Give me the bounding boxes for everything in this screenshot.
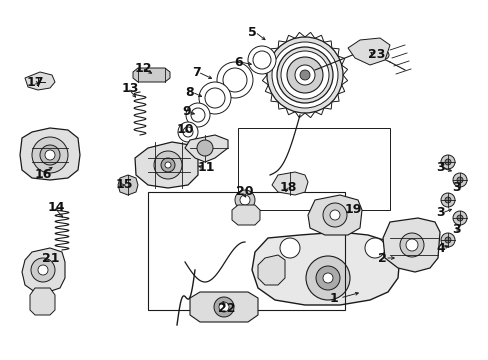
Text: 3: 3 [451, 224, 460, 237]
Polygon shape [20, 128, 80, 180]
Polygon shape [258, 255, 285, 285]
Text: 3: 3 [435, 162, 444, 175]
Polygon shape [382, 218, 439, 272]
Circle shape [440, 193, 454, 207]
Text: 14: 14 [48, 202, 65, 215]
Circle shape [266, 37, 342, 113]
Text: 1: 1 [329, 292, 338, 305]
Text: 3: 3 [435, 207, 444, 220]
Polygon shape [231, 205, 260, 225]
Circle shape [240, 195, 249, 205]
Polygon shape [118, 175, 138, 195]
Circle shape [315, 266, 339, 290]
Text: 4: 4 [435, 242, 444, 255]
Circle shape [31, 258, 55, 282]
Polygon shape [133, 68, 170, 82]
Circle shape [399, 233, 423, 257]
Circle shape [247, 46, 275, 74]
Circle shape [276, 47, 332, 103]
Text: 3: 3 [451, 181, 460, 194]
Text: 17: 17 [27, 76, 44, 89]
Text: 15: 15 [116, 179, 133, 192]
Text: 6: 6 [234, 55, 242, 68]
Polygon shape [251, 232, 399, 305]
Text: 2: 2 [377, 252, 386, 265]
Text: 8: 8 [184, 85, 193, 99]
Text: 21: 21 [42, 252, 60, 265]
Circle shape [235, 190, 254, 210]
Circle shape [197, 140, 213, 156]
Circle shape [305, 256, 349, 300]
Text: 16: 16 [35, 168, 52, 181]
Polygon shape [30, 288, 55, 315]
Circle shape [444, 159, 450, 165]
Circle shape [38, 265, 48, 275]
Circle shape [271, 42, 337, 108]
Text: 23: 23 [367, 49, 385, 62]
Polygon shape [190, 292, 258, 322]
Circle shape [323, 203, 346, 227]
Text: 19: 19 [345, 203, 362, 216]
Circle shape [329, 210, 339, 220]
Text: 9: 9 [182, 105, 190, 118]
Polygon shape [271, 172, 307, 195]
Polygon shape [184, 135, 227, 162]
Circle shape [286, 57, 323, 93]
Polygon shape [347, 38, 389, 65]
Circle shape [217, 62, 252, 98]
Circle shape [161, 158, 175, 172]
Circle shape [323, 273, 332, 283]
Circle shape [380, 51, 388, 59]
Polygon shape [135, 142, 198, 188]
Polygon shape [22, 248, 65, 292]
Text: 5: 5 [247, 26, 256, 39]
Text: 13: 13 [122, 81, 139, 94]
Circle shape [45, 150, 55, 160]
Circle shape [456, 215, 462, 221]
Circle shape [178, 122, 198, 142]
Circle shape [452, 211, 466, 225]
Text: 12: 12 [135, 62, 152, 75]
Circle shape [154, 151, 182, 179]
Circle shape [440, 155, 454, 169]
Text: 22: 22 [218, 301, 235, 315]
Circle shape [280, 238, 299, 258]
Circle shape [164, 162, 171, 168]
Circle shape [444, 237, 450, 243]
Circle shape [40, 145, 60, 165]
Circle shape [299, 70, 309, 80]
Circle shape [452, 173, 466, 187]
Circle shape [456, 177, 462, 183]
Circle shape [185, 103, 209, 127]
Circle shape [364, 238, 384, 258]
Circle shape [405, 239, 417, 251]
Circle shape [199, 82, 230, 114]
Text: 20: 20 [236, 185, 253, 198]
Circle shape [369, 43, 379, 53]
Circle shape [214, 297, 234, 317]
Circle shape [440, 233, 454, 247]
Circle shape [281, 51, 328, 99]
Text: 11: 11 [198, 162, 215, 175]
Circle shape [32, 137, 68, 173]
Text: 7: 7 [192, 66, 201, 78]
Polygon shape [25, 72, 55, 90]
Text: 18: 18 [280, 181, 297, 194]
Circle shape [294, 65, 314, 85]
Circle shape [444, 197, 450, 203]
Text: 10: 10 [177, 123, 194, 136]
Circle shape [219, 302, 228, 312]
Polygon shape [307, 195, 361, 235]
